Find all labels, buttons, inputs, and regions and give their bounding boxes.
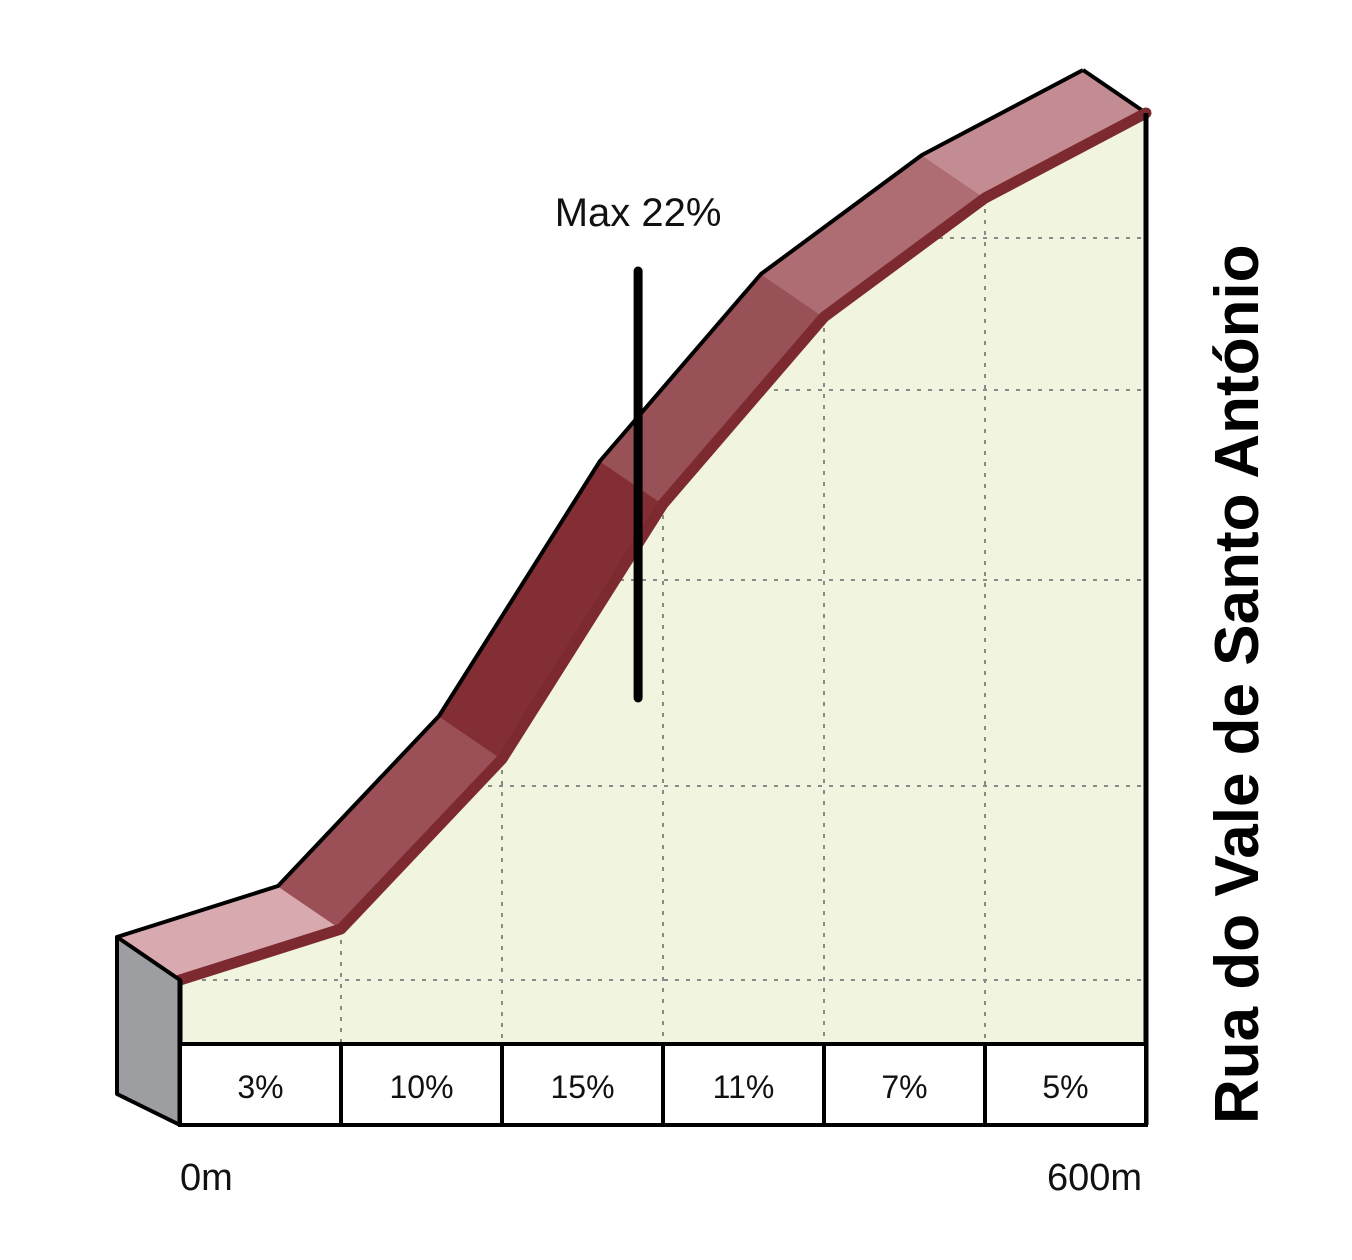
gradient-label-2: 10% — [389, 1069, 453, 1105]
gradient-box-6 — [983, 1042, 1148, 1127]
gradient-box-3 — [500, 1042, 665, 1127]
road-end-edge — [1081, 68, 1148, 115]
chart-labels: Max 22% 0m 600m Rua do Vale de Santo Antóni… — [180, 191, 1272, 1199]
chart-background — [180, 113, 1146, 1125]
x-start-label: 0m — [180, 1157, 233, 1199]
chart-title: Rua do Vale de Santo António — [1203, 244, 1272, 1124]
road-surface — [115, 68, 1152, 986]
gradient-label-5: 7% — [881, 1069, 927, 1105]
gradient-label-1: 3% — [237, 1069, 283, 1105]
gradient-box-1 — [178, 1042, 343, 1127]
road-line — [174, 107, 1152, 986]
gradient-box-2 — [339, 1042, 504, 1127]
gradient-box-4 — [661, 1042, 826, 1127]
road-far-edge — [116, 68, 1084, 939]
x-end-label: 600m — [1047, 1157, 1142, 1199]
gradient-box-5 — [822, 1042, 987, 1127]
grid-lines — [180, 198, 1146, 1044]
gradient-label-3: 15% — [550, 1069, 614, 1105]
chart-grid — [180, 198, 1146, 1044]
gradient-label-row: 3% 10% 15% 11% 7% 5% — [177, 113, 1149, 1127]
profile-area — [180, 113, 1146, 1125]
gradient-label-6: 5% — [1042, 1069, 1088, 1105]
max-gradient-label: Max 22% — [555, 191, 722, 235]
gradient-label-4: 11% — [713, 1069, 775, 1105]
